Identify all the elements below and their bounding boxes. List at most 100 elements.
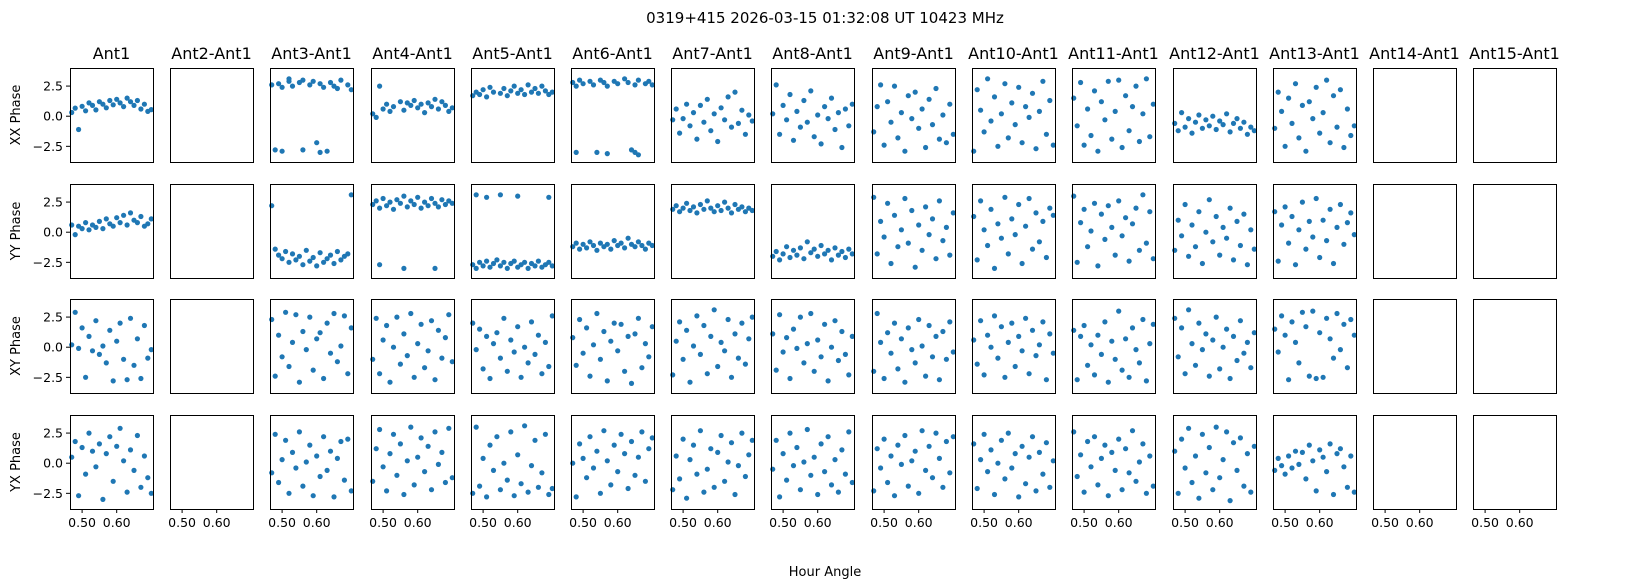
data-point [286, 259, 292, 265]
data-point [801, 360, 807, 366]
data-point [1109, 136, 1115, 142]
data-point [377, 205, 383, 211]
data-point [1230, 257, 1237, 263]
data-point [950, 349, 956, 355]
data-point [117, 100, 123, 106]
data-point [988, 447, 994, 453]
data-point [1179, 233, 1185, 239]
data-point [881, 436, 887, 442]
data-point [1095, 332, 1101, 338]
data-point [1289, 120, 1295, 126]
data-point [408, 198, 414, 204]
data-point [587, 239, 593, 245]
data-point [525, 360, 531, 366]
data-point [697, 351, 704, 357]
data-point [971, 148, 977, 154]
subplot-frame [70, 415, 154, 510]
data-point [898, 110, 905, 116]
data-point [1085, 438, 1091, 445]
data-point [532, 437, 538, 443]
data-point [888, 260, 894, 267]
data-point [449, 105, 455, 111]
data-point [1272, 125, 1278, 131]
data-point [127, 447, 134, 453]
data-point [597, 356, 604, 362]
data-point [898, 461, 905, 467]
data-point [69, 342, 75, 348]
data-point [1310, 116, 1316, 122]
data-point [711, 484, 717, 490]
subplot-ant12-ant1-0 [1172, 68, 1257, 163]
data-point [885, 99, 891, 105]
x-tick-label: 0.60 [905, 515, 933, 530]
data-point [348, 192, 354, 198]
data-point [891, 493, 898, 499]
subplot-frame [70, 299, 154, 394]
subplot-ant1-1: 2.5 0.0 −2.5 [33, 184, 154, 279]
subplot-frame [1173, 299, 1257, 394]
data-point [1189, 341, 1195, 347]
data-point [933, 85, 939, 92]
subplot-ant12-ant1-3: 0.50 0.60 [1171, 415, 1257, 530]
data-point [314, 140, 320, 146]
data-point [981, 372, 987, 378]
y-tick-label: −2.5 [33, 486, 63, 501]
data-point [1303, 148, 1309, 154]
data-point [988, 118, 994, 124]
data-point [1299, 309, 1305, 315]
data-point [625, 333, 631, 339]
data-point [1140, 111, 1146, 117]
subplot-frame [270, 68, 354, 163]
data-point [881, 375, 887, 382]
data-point [131, 102, 137, 108]
data-point [1189, 130, 1195, 136]
data-point [435, 461, 441, 467]
data-point [929, 122, 936, 128]
data-point [100, 343, 106, 349]
data-point [746, 452, 752, 458]
data-point [272, 147, 278, 153]
subplot-ant14-ant1-2 [1373, 299, 1457, 394]
data-point [1186, 116, 1192, 122]
data-point [401, 331, 407, 337]
data-point [732, 201, 738, 208]
data-point [518, 481, 524, 487]
data-point [1050, 350, 1056, 356]
data-point [1085, 106, 1091, 112]
data-point [300, 147, 306, 153]
subplot-ant1-2: 2.5 0.0 −2.5 [33, 299, 154, 394]
data-point [825, 247, 831, 253]
data-point [1074, 473, 1080, 480]
data-point [72, 105, 78, 111]
data-point [704, 466, 710, 472]
subplot-frame [771, 68, 855, 163]
data-point [497, 192, 503, 198]
data-point [1282, 471, 1288, 477]
data-point [985, 332, 991, 338]
data-point [317, 473, 323, 480]
data-point [428, 318, 435, 324]
data-point [121, 356, 127, 362]
data-point [1241, 483, 1247, 489]
data-point [811, 134, 817, 140]
data-point [639, 429, 645, 435]
data-point [127, 315, 134, 321]
data-point [808, 88, 814, 94]
data-point [694, 210, 700, 216]
data-point [127, 99, 134, 105]
y-tick-label: 0.0 [43, 225, 63, 240]
data-point [286, 76, 292, 82]
data-point [902, 379, 908, 385]
data-point [69, 109, 75, 116]
data-point [528, 463, 535, 469]
data-point [1172, 120, 1178, 126]
data-point [439, 355, 445, 361]
data-point [428, 487, 435, 493]
data-point [114, 96, 120, 102]
data-point [909, 458, 915, 464]
data-point [1213, 424, 1219, 430]
data-point [310, 78, 316, 84]
data-point [1182, 465, 1188, 471]
data-point [408, 424, 414, 430]
data-point [449, 359, 455, 365]
